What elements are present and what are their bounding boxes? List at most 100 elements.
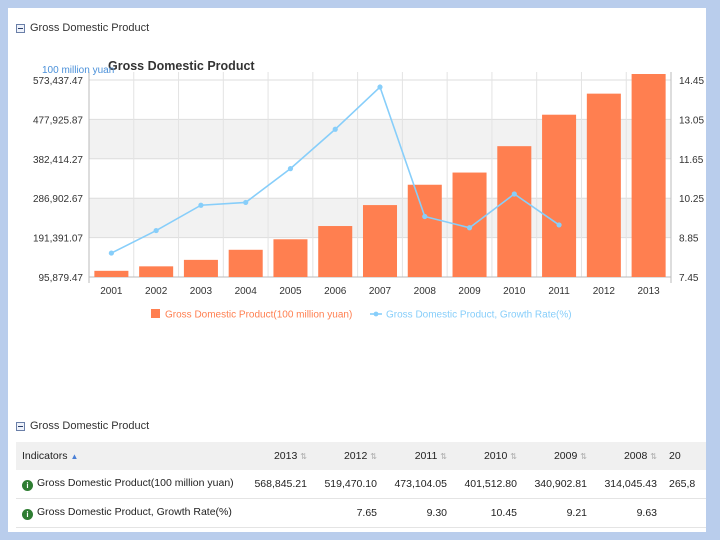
left-axis-label: 100 million yuan: [42, 65, 114, 76]
left-tick-label: 382,414.27: [33, 155, 83, 166]
right-tick-label: 10.25: [679, 194, 704, 205]
sort-icon[interactable]: ⇅: [580, 452, 587, 461]
table-cell: 10.45: [453, 498, 523, 528]
gdp-bar: [586, 93, 621, 277]
x-tick-label: 2005: [279, 286, 302, 297]
growth-rate-point: [466, 225, 473, 231]
x-tick-label: 2011: [548, 286, 570, 297]
table-row: i Gross Domestic Product, Growth Rate(%) …: [16, 498, 706, 528]
right-tick-label: 8.85: [679, 234, 699, 245]
left-tick-label: 286,902.67: [33, 194, 83, 205]
year-header[interactable]: 2008 ⇅: [623, 450, 657, 462]
legend-bar-swatch: [151, 309, 160, 318]
growth-rate-point: [153, 227, 159, 234]
table-row: i Gross Domestic Product(100 million yuan…: [16, 470, 706, 499]
table-header-row: Indicators ▲ 2013 ⇅ 2012 ⇅ 2011 ⇅ 2010 ⇅ 2009…: [16, 442, 706, 470]
chart-panel-title: Gross Domestic Product: [30, 22, 150, 34]
right-tick-label: 7.45: [679, 273, 699, 284]
year-header[interactable]: 2009 ⇅: [553, 450, 587, 462]
chart-panel-header: Gross Domestic Product: [16, 22, 149, 34]
right-tick-label: 14.45: [679, 76, 704, 87]
gdp-bar: [273, 239, 308, 277]
x-tick-label: 2007: [369, 286, 392, 297]
left-tick-label: 191,391.07: [33, 234, 83, 245]
sort-icon[interactable]: ⇅: [650, 452, 657, 461]
x-tick-label: 2012: [593, 286, 616, 297]
data-table: Indicators ▲ 2013 ⇅ 2012 ⇅ 2011 ⇅ 2010 ⇅ 2009…: [16, 442, 706, 528]
x-tick-label: 2001: [100, 286, 123, 297]
table-cell: 9.30: [383, 498, 453, 528]
year-header[interactable]: 2013 ⇅: [273, 450, 307, 462]
collapse-icon[interactable]: [16, 23, 25, 33]
indicators-header[interactable]: Indicators ▲: [22, 450, 79, 462]
gdp-bar: [94, 270, 129, 277]
table-cell: 401,512.80: [453, 470, 523, 499]
row-label: Gross Domestic Product, Growth Rate(%): [37, 506, 232, 518]
report-frame: Gross Domestic Product 95,879.47 191,391.…: [8, 8, 706, 532]
left-tick-label: 477,925.87: [33, 115, 83, 126]
table-cell: 314,045.43: [593, 470, 663, 499]
info-icon[interactable]: i: [22, 509, 33, 520]
table-cell: 519,470.10: [313, 470, 383, 499]
x-tick-label: 2010: [503, 286, 526, 297]
x-tick-label: 2006: [324, 286, 347, 297]
table-panel-title: Gross Domestic Product: [30, 420, 150, 432]
year-header[interactable]: 2010 ⇅: [483, 450, 517, 462]
x-tick-label: 2008: [414, 286, 437, 297]
gdp-bar: [183, 259, 218, 277]
sort-icon[interactable]: ⇅: [370, 452, 377, 461]
gdp-bar: [542, 114, 577, 277]
chart-area: 95,879.47 191,391.07 286,902.67 382,414.27 4…: [8, 48, 706, 333]
growth-rate-point: [556, 222, 562, 228]
gdp-bar: [362, 205, 398, 277]
growth-rate-point: [108, 250, 114, 256]
table-cell: 568,845.21: [248, 470, 313, 499]
gdp-bar: [497, 146, 532, 277]
table-cell: 7.65: [313, 498, 383, 528]
table-cell: 473,104.05: [383, 470, 453, 499]
growth-rate-point: [422, 213, 428, 220]
table-cell: 9.21: [523, 498, 593, 528]
legend-bar-label: Gross Domestic Product(100 million yuan): [165, 310, 352, 321]
right-tick-label: 13.05: [679, 115, 704, 126]
data-table-container: Indicators ▲ 2013 ⇅ 2012 ⇅ 2011 ⇅ 2010 ⇅ 2009…: [16, 442, 706, 528]
table-cell: 340,902.81: [523, 470, 593, 499]
year-header[interactable]: 20: [669, 450, 681, 462]
growth-rate-point: [287, 166, 294, 172]
gdp-chart: 95,879.47 191,391.07 286,902.67 382,414.27 4…: [33, 59, 705, 321]
sort-icon[interactable]: ⇅: [300, 452, 307, 461]
table-panel-header: Gross Domestic Product: [16, 420, 149, 432]
legend-line-marker: [373, 311, 379, 317]
gdp-bar: [318, 226, 353, 277]
growth-rate-point: [377, 84, 383, 90]
growth-rate-point: [243, 199, 249, 206]
sort-asc-icon[interactable]: ▲: [70, 452, 79, 461]
chart-title: Gross Domestic Product: [108, 59, 255, 73]
x-tick-label: 2003: [190, 286, 213, 297]
collapse-icon[interactable]: [16, 421, 25, 431]
growth-rate-point: [198, 202, 204, 208]
left-tick-label: 95,879.47: [39, 273, 84, 284]
row-label: Gross Domestic Product(100 million yuan): [37, 477, 234, 489]
table-cell: [248, 498, 313, 528]
table-cell: [663, 498, 706, 528]
grid-band: [89, 119, 671, 159]
x-tick-label: 2002: [145, 286, 168, 297]
table-cell: 9.63: [593, 498, 663, 528]
info-icon[interactable]: i: [22, 480, 33, 491]
gdp-bar: [631, 74, 666, 277]
year-header[interactable]: 2011 ⇅: [414, 450, 447, 462]
sort-icon[interactable]: ⇅: [510, 452, 517, 461]
table-cell: 265,8: [663, 470, 706, 499]
sort-icon[interactable]: ⇅: [440, 452, 447, 461]
gdp-bar: [139, 266, 174, 277]
left-tick-label: 573,437.47: [33, 76, 83, 87]
gdp-bar: [407, 184, 442, 277]
x-tick-label: 2004: [235, 286, 258, 297]
right-tick-label: 11.65: [679, 155, 704, 166]
growth-rate-point: [332, 126, 338, 132]
x-tick-label: 2009: [458, 286, 481, 297]
growth-rate-point: [511, 191, 517, 197]
gdp-bar: [228, 249, 263, 277]
year-header[interactable]: 2012 ⇅: [343, 450, 377, 462]
